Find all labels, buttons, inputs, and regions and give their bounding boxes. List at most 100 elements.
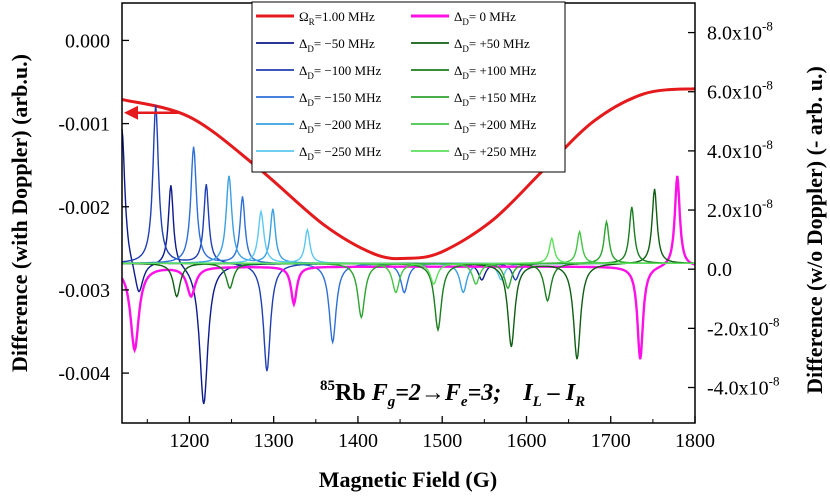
y-right-tick-label: -2.0x10-8 [707, 314, 780, 340]
y-right-axis-title: Difference (w/o Doppler) (- arb. u.) [802, 66, 827, 394]
y-right-tick-mantissa: 4.0x10 [707, 141, 762, 163]
legend-label-0: ΔD= 0 MHz [454, 9, 516, 27]
y-left-tick-label: -0.002 [58, 197, 110, 219]
legend-eq: = [314, 63, 325, 78]
legend-value: −250 MHz [324, 144, 381, 159]
legend-eq: = [314, 144, 325, 159]
legend-delta: Δ [454, 36, 462, 51]
y-right-tick-mantissa: -4.0x10 [707, 378, 769, 400]
legend-eq: = [469, 9, 480, 24]
x-axis-title: Magnetic Field (G) [319, 467, 497, 492]
y-right-tick-label: 2.0x10-8 [707, 196, 773, 222]
annotation-f: F [371, 380, 388, 406]
legend-label-plus-100: ΔD= +100 MHz [454, 63, 536, 81]
series-line-minus-150 [122, 146, 695, 345]
y-left-axis-ticks: 0.000 -0.001 -0.002 -0.003 -0.004 [58, 30, 129, 385]
legend-eq: = [314, 117, 325, 132]
y-right-tick-mantissa: 0.0 [707, 259, 732, 281]
annotation-isotope: 85 [320, 378, 335, 394]
y-left-tick-label: -0.003 [58, 280, 110, 302]
y-left-tick-label: -0.001 [58, 114, 110, 136]
legend-delta: Δ [299, 36, 307, 51]
annotation-g: g [387, 394, 396, 410]
legend-eq: = [314, 36, 325, 51]
legend-label-minus-50: ΔD= −50 MHz [299, 36, 375, 54]
y-left-tick-label: -0.004 [58, 363, 110, 385]
x-tick-label: 1500 [422, 430, 462, 452]
y-right-tick-exponent: -8 [762, 78, 773, 93]
arrow-head [124, 105, 138, 120]
omega-r-curve-layer [121, 87, 696, 261]
legend-label-plus-150: ΔD= +150 MHz [454, 90, 536, 108]
y-right-tick-mantissa: -2.0x10 [707, 318, 769, 340]
legend-value: 0 MHz [479, 9, 516, 24]
legend-value: +100 MHz [479, 63, 536, 78]
legend-label-minus-200: ΔD= −200 MHz [299, 117, 381, 135]
legend-delta-sub: D [307, 71, 314, 81]
y-right-tick-mantissa: 8.0x10 [707, 23, 762, 45]
y-left-axis-title: Difference (with Doppler) (arb.u.) [7, 54, 32, 372]
y-left-tick-label: 0.000 [65, 30, 110, 52]
annotation-r: R [574, 394, 585, 410]
legend-label-plus-250: ΔD= +250 MHz [454, 144, 536, 162]
legend-value: +250 MHz [479, 144, 536, 159]
y-right-tick-exponent: -8 [769, 314, 780, 329]
annotation-signal: I [522, 380, 534, 406]
annotation-minus: – I [542, 380, 577, 406]
annotation-e: e [461, 394, 468, 410]
annotation-end: =3; [468, 380, 502, 406]
legend-value: +200 MHz [479, 117, 536, 132]
y-right-tick-label: 0.0 [707, 259, 732, 281]
legend-eq: = [469, 90, 480, 105]
legend-value: −50 MHz [324, 36, 375, 51]
legend-delta: Δ [454, 144, 462, 159]
legend-label-minus-150: ΔD= −150 MHz [299, 90, 381, 108]
legend-eq: = [469, 117, 480, 132]
annotation-element: Rb [335, 380, 366, 406]
x-tick-label: 1800 [675, 430, 715, 452]
legend-eq: = [469, 144, 480, 159]
y-right-axis-ticks: 8.0x10-86.0x10-84.0x10-82.0x10-80.0-2.0x… [688, 19, 780, 400]
y-right-tick-exponent: -8 [762, 19, 773, 34]
series-line-plus-250 [122, 236, 695, 286]
y-right-tick-label: 4.0x10-8 [707, 137, 773, 163]
legend-value: +150 MHz [479, 90, 536, 105]
legend-delta-sub: D [462, 98, 469, 108]
legend-delta: Δ [299, 117, 307, 132]
y-right-tick-exponent: -8 [762, 137, 773, 152]
y-right-tick-label: -4.0x10-8 [707, 374, 780, 400]
annotation-mid: =2→F [395, 380, 461, 406]
legend-eq: = [314, 90, 325, 105]
legend-delta: Δ [454, 90, 462, 105]
legend-delta-sub: D [462, 17, 469, 27]
x-axis-ticks: 1200 1300 1400 1500 1600 1700 1800 [146, 416, 715, 452]
legend-delta: Δ [454, 63, 462, 78]
legend-value: −150 MHz [324, 90, 381, 105]
legend-delta: Δ [299, 90, 307, 105]
x-tick-label: 1400 [338, 430, 378, 452]
legend-omega-rest: =1.00 MHz [315, 9, 375, 24]
omega-r-line [121, 87, 696, 261]
annotation-l: L [532, 394, 542, 410]
legend-delta-sub: D [307, 98, 314, 108]
y-right-tick-exponent: -8 [769, 374, 780, 389]
x-tick-label: 1600 [506, 430, 546, 452]
legend-value: −100 MHz [324, 63, 381, 78]
legend-label-omega-r: ΩR=1.00 MHz [299, 9, 375, 27]
y-right-tick-mantissa: 6.0x10 [707, 82, 762, 104]
legend-omega-symbol: Ω [299, 9, 309, 24]
legend-eq: = [469, 63, 480, 78]
legend-box [251, 1, 566, 173]
legend-delta-sub: D [307, 44, 314, 54]
legend-delta: Δ [299, 144, 307, 159]
x-tick-label: 1700 [591, 430, 631, 452]
legend-label-plus-50: ΔD= +50 MHz [454, 36, 530, 54]
legend-delta-sub: D [307, 125, 314, 135]
legend-delta: Δ [454, 9, 462, 24]
legend-omega-sub: R [309, 17, 315, 27]
legend-eq: = [469, 36, 480, 51]
legend-label-minus-100: ΔD= −100 MHz [299, 63, 381, 81]
legend-delta-sub: D [462, 71, 469, 81]
